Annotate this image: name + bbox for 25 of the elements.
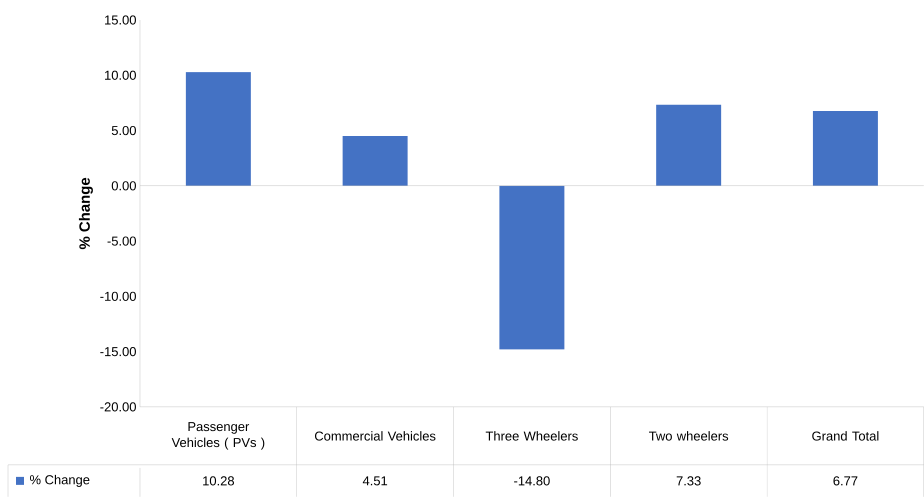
data-label: 4.51 <box>362 476 388 486</box>
y-tick-label: 5.00 <box>112 126 136 136</box>
data-label: 10.28 <box>203 476 234 486</box>
y-tick-label: 10.00 <box>105 70 136 80</box>
x-tick-label: Grand Total <box>812 431 878 441</box>
x-tick-label: Passenger Vehicles ( PVs ) <box>172 422 264 450</box>
y-tick-label: -5.00 <box>108 236 136 246</box>
y-tick-label: -15.00 <box>100 347 136 356</box>
bar <box>499 186 564 350</box>
bar <box>186 72 251 186</box>
y-tick-label: -20.00 <box>100 402 136 412</box>
x-tick-label: Three Wheelers <box>486 431 578 441</box>
y-tick-label: -10.00 <box>100 292 136 301</box>
y-tick-label: 0.00 <box>112 181 136 190</box>
data-label: 7.33 <box>676 476 701 486</box>
y-axis-title: % Change <box>78 178 93 250</box>
bar <box>656 104 722 186</box>
y-tick-label: 15.00 <box>105 15 136 25</box>
x-tick-label: Commercial Vehicles <box>314 431 436 441</box>
legend-label: % Change <box>30 474 90 487</box>
data-label: 6.77 <box>833 476 858 486</box>
x-tick-label: Two wheelers <box>649 431 728 441</box>
bar <box>342 136 408 186</box>
data-label: -14.80 <box>514 476 550 486</box>
bar <box>812 111 878 186</box>
